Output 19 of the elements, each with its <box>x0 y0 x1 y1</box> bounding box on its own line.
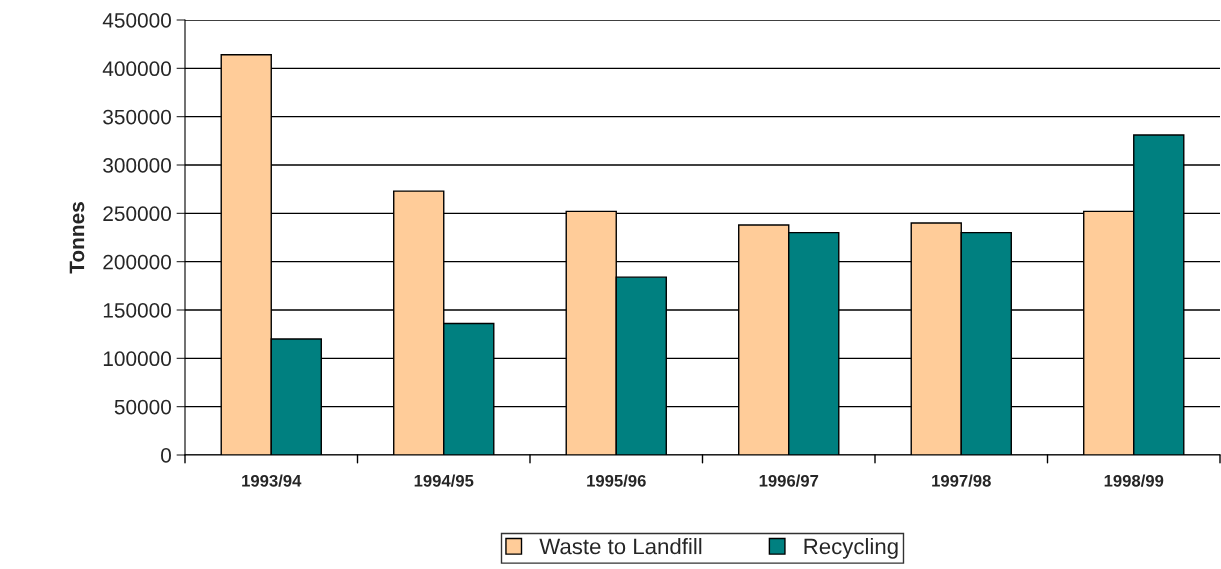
x-tick-label: 1997/98 <box>932 474 991 487</box>
y-tick-label: 350000 <box>103 109 171 125</box>
y-tick-label: 100000 <box>103 351 171 367</box>
y-tick-label: 150000 <box>103 303 171 318</box>
y-tick-label: 200000 <box>103 254 171 270</box>
y-tick-label: 400000 <box>102 61 171 77</box>
y-axis-title: Tonnes <box>69 202 85 274</box>
x-tick-label: 1994/95 <box>414 474 474 487</box>
y-tick-label: 250000 <box>103 206 171 222</box>
x-tick-label: 1995/96 <box>587 474 646 487</box>
y-tick-label: 300000 <box>103 158 171 173</box>
y-tick-label: 50000 <box>114 399 171 415</box>
legend-label: Waste to Landfill <box>539 537 702 555</box>
x-tick-label: 1996/97 <box>759 474 819 487</box>
legend-label: Recycling <box>804 537 898 559</box>
y-tick-label: 0 <box>161 448 171 463</box>
y-tick-label: 450000 <box>102 13 171 28</box>
x-tick-label: 1993/94 <box>242 474 302 487</box>
x-tick-label: 1998/99 <box>1104 474 1164 487</box>
